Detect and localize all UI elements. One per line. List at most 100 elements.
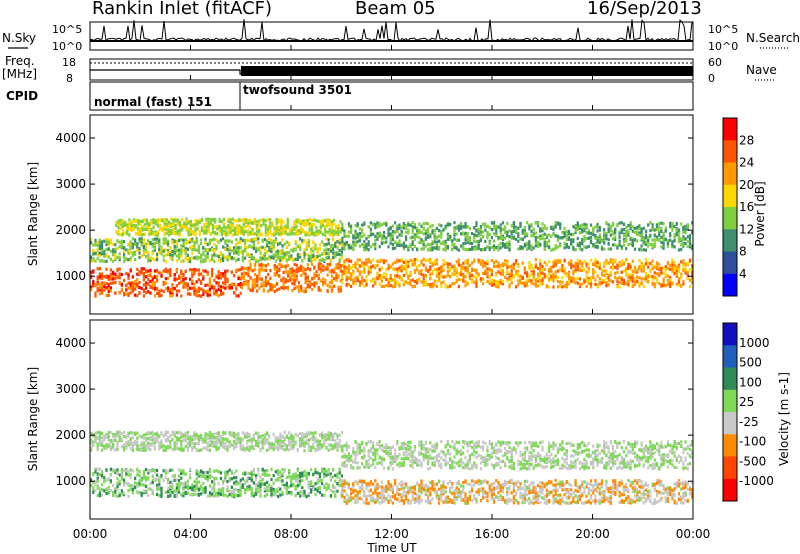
power-echo-cell — [289, 271, 292, 275]
power-echo-cell — [338, 260, 341, 264]
power-echo-cell — [123, 259, 126, 263]
power-echo-cell — [402, 241, 405, 245]
power-echo-cell — [302, 229, 305, 233]
power-echo-cell — [98, 288, 101, 292]
power-echo-cell — [251, 278, 254, 283]
power-echo-cell — [175, 254, 178, 258]
power-echo-cell — [510, 236, 513, 240]
power-echo-cell — [462, 261, 465, 265]
power-echo-cell — [565, 281, 568, 285]
power-echo-cell — [682, 230, 685, 234]
power-echo-cell — [508, 229, 511, 233]
power-echo-cell — [422, 222, 425, 226]
power-echo-cell — [165, 229, 168, 233]
power-echo-cell — [183, 225, 186, 229]
power-echo-cell — [107, 289, 110, 294]
power-echo-cell — [278, 274, 281, 278]
power-echo-cell — [466, 261, 469, 265]
power-echo-cell — [530, 244, 533, 248]
power-echo-cell — [508, 245, 511, 249]
power-echo-cell — [286, 270, 290, 274]
power-echo-cell — [596, 265, 599, 269]
power-echo-cell — [197, 286, 200, 290]
power-echo-cell — [620, 281, 623, 285]
power-echo-cell — [262, 220, 265, 224]
power-echo-cell — [435, 245, 438, 249]
power-echo-cell — [224, 275, 227, 279]
power-echo-cell — [427, 248, 430, 252]
power-echo-cell — [307, 254, 310, 258]
power-echo-cell — [167, 289, 170, 293]
power-colorbar-tick: 28 — [739, 133, 754, 147]
power-echo-cell — [427, 242, 430, 247]
power-echo-cell — [396, 270, 399, 274]
power-echo-cell — [172, 231, 175, 235]
power-echo-cell — [387, 227, 390, 231]
power-echo-cell — [510, 232, 513, 236]
power-echo-cell — [611, 221, 615, 226]
power-echo-cell — [158, 248, 161, 252]
power-echo-cell — [464, 238, 467, 242]
power-echo-cell — [598, 235, 601, 239]
power-echo-cell — [326, 267, 329, 271]
velocity-echo-cell — [127, 494, 130, 498]
power-echo-cell — [629, 265, 632, 269]
power-echo-cell — [684, 267, 687, 272]
power-echo-cell — [335, 225, 338, 229]
power-echo-cell — [378, 224, 381, 228]
power-echo-cell — [631, 276, 634, 280]
power-echo-cell — [294, 248, 297, 252]
power-echo-cell — [438, 276, 441, 280]
power-echo-cell — [493, 279, 496, 283]
power-echo-cell — [530, 223, 533, 227]
power-echo-cell — [125, 284, 128, 288]
power-echo-cell — [341, 269, 344, 274]
velocity-echo-cell — [96, 476, 99, 480]
power-echo-cell — [319, 230, 322, 234]
power-echo-cell — [306, 283, 309, 287]
power-echo-cell — [273, 284, 276, 288]
power-echo-cell — [422, 243, 425, 247]
power-echo-cell — [332, 247, 335, 252]
power-echo-cell — [328, 269, 331, 273]
power-echo-cell — [330, 225, 333, 229]
power-echo-cell — [517, 234, 520, 239]
power-echo-cell — [675, 282, 678, 286]
power-echo-cell — [662, 266, 665, 270]
power-echo-cell — [195, 237, 198, 241]
power-echo-cell — [191, 279, 194, 283]
velocity-echo-cell — [189, 468, 192, 472]
power-echo-cell — [479, 228, 482, 232]
power-echo-cell — [180, 294, 183, 298]
power-echo-cell — [440, 265, 443, 269]
velocity-echo-cell — [127, 473, 130, 477]
power-echo-cell — [222, 256, 225, 260]
power-echo-cell — [460, 244, 463, 248]
power-echo-cell — [688, 234, 692, 238]
power-echo-cell — [347, 264, 350, 268]
power-echo-cell — [227, 224, 230, 228]
power-echo-cell — [427, 258, 430, 262]
power-echo-cell — [515, 270, 518, 274]
power-echo-cell — [424, 282, 427, 286]
power-echo-cell — [541, 264, 544, 269]
power-echo-cell — [257, 248, 260, 252]
power-echo-cell — [402, 247, 405, 251]
power-echo-cell — [510, 264, 513, 268]
power-echo-cell — [686, 224, 689, 228]
velocity-echo-cell — [169, 480, 172, 484]
power-echo-cell — [189, 238, 192, 242]
power-echo-cell — [284, 266, 287, 270]
power-echo-cell — [559, 285, 562, 289]
power-echo-cell — [517, 232, 520, 236]
power-echo-cell — [594, 225, 597, 229]
power-echo-cell — [274, 254, 277, 258]
power-echo-cell — [278, 287, 281, 291]
velocity-echo-cell — [101, 493, 104, 497]
power-echo-cell — [127, 293, 130, 297]
velocity-echo-cell — [114, 469, 117, 473]
power-echo-cell — [101, 281, 104, 285]
velocity-echo-cell — [107, 487, 110, 491]
power-echo-cell — [222, 237, 225, 241]
power-echo-cell — [537, 266, 540, 271]
